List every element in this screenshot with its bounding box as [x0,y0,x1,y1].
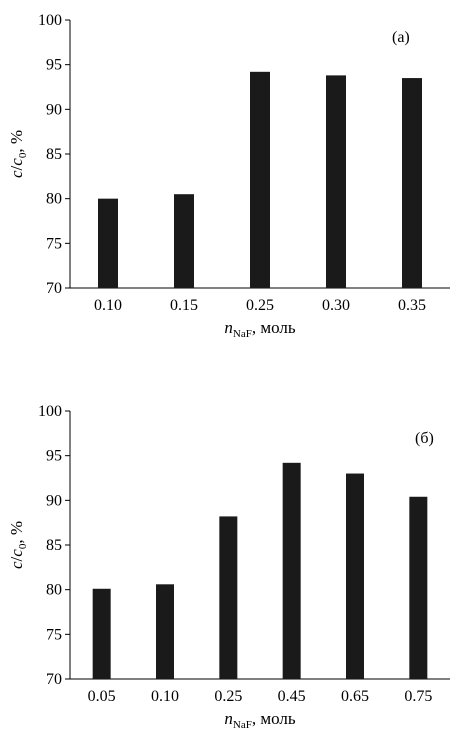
y-tick-label: 100 [38,403,62,420]
y-axis-label: c/c0, % [7,521,29,569]
y-tick-label: 100 [38,12,62,29]
x-tick-label: 0.05 [88,688,116,705]
y-axis-label-var: c [7,170,26,178]
x-axis-label-sub: NaF [233,328,252,340]
x-axis-label-var: n [224,709,233,728]
bar [92,588,111,679]
y-axis-label: c/c0, % [7,130,29,178]
y-axis-label-var2: c [7,158,26,166]
x-axis-label: nNaF, моль [224,318,295,340]
panel-label: (б) [415,430,434,447]
y-tick-label: 70 [46,280,62,297]
y-tick-label: 90 [46,101,62,118]
x-tick-label: 0.35 [398,297,426,314]
y-axis-label-var2: c [7,549,26,557]
y-axis-label-sub: 0 [17,543,29,549]
x-axis-label-rest: , моль [252,709,296,728]
x-axis-label-sub: NaF [233,719,252,731]
x-tick-label: 0.15 [170,297,198,314]
bar [326,75,346,289]
x-axis-label: nNaF, моль [224,709,295,731]
bar [98,198,118,288]
x-tick-label: 0.10 [151,688,179,705]
bar [282,462,301,679]
y-tick-label: 75 [46,235,62,252]
y-axis-label-rest: , % [7,130,26,153]
y-axis-label-sep: / [7,556,26,561]
y-axis-label-rest: , % [7,521,26,544]
y-axis-label-sub: 0 [17,152,29,158]
x-tick-label: 0.10 [94,297,122,314]
y-tick-label: 85 [46,537,62,554]
bar [402,78,422,288]
x-tick-label: 0.45 [278,688,306,705]
bar [219,516,238,679]
y-axis-label-var: c [7,561,26,569]
bar [250,71,270,289]
x-tick-label: 0.25 [214,688,242,705]
x-tick-label: 0.75 [404,688,432,705]
x-tick-label: 0.65 [341,688,369,705]
y-tick-label: 75 [46,626,62,643]
y-tick-label: 95 [46,57,62,74]
bar [156,584,174,679]
panel-label: (а) [392,29,410,46]
y-tick-label: 95 [46,448,62,465]
y-tick-label: 80 [46,191,62,208]
y-tick-label: 80 [46,582,62,599]
y-tick-label: 85 [46,146,62,163]
bar [409,496,428,679]
x-axis-label-var: n [224,318,233,337]
chart-panel-a: 70 75 80 85 90 95 100 0.10 0.15 0.25 0.30 0.35 (а) nN… [7,12,450,340]
chart-panel-b: 70 75 80 85 90 95 100 0.05 0.10 0.25 0.45 0.65 0.75 (… [7,403,450,731]
bar [174,194,194,288]
bar [346,473,364,679]
x-axis-label-rest: , моль [252,318,296,337]
y-tick-label: 70 [46,671,62,688]
y-tick-label: 90 [46,492,62,509]
y-axis-label-sep: / [7,165,26,170]
x-tick-label: 0.30 [322,297,350,314]
x-tick-label: 0.25 [246,297,274,314]
